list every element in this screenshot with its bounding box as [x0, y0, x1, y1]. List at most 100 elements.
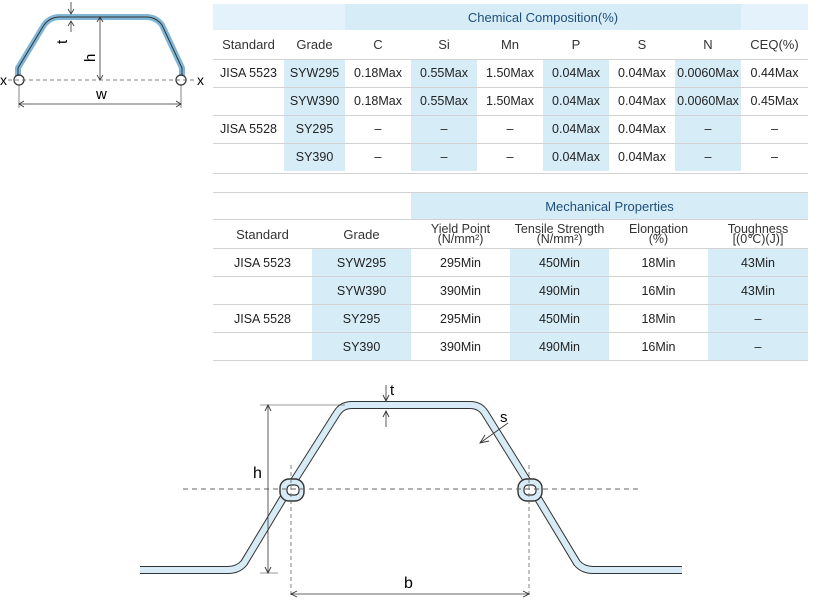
- table-cell: 0.04Max: [543, 59, 609, 88]
- small-label-x-right: x: [197, 72, 204, 88]
- table-cell: JISA 5528: [213, 304, 312, 333]
- table-cell: SYW295: [312, 248, 411, 277]
- small-label-w: w: [95, 86, 107, 103]
- table-cell: –: [708, 304, 808, 333]
- table-cell: [213, 87, 284, 116]
- small-label-t: t: [54, 39, 71, 44]
- table-row: JISA 5528 SY295 – – – 0.04Max 0.04Max – …: [213, 115, 808, 144]
- large-label-s: s: [500, 409, 508, 426]
- table-cell: [213, 143, 284, 171]
- table-row: SYW390 0.18Max 0.55Max 1.50Max 0.04Max 0…: [213, 87, 808, 116]
- chem-header-ceq: CEQ(%): [741, 30, 808, 60]
- table-cell: 450Min: [510, 304, 609, 333]
- table-cell: 1.50Max: [477, 87, 543, 116]
- table-cell: 0.18Max: [345, 59, 411, 88]
- table-cell: 390Min: [411, 276, 510, 305]
- table-cell: SY390: [312, 332, 411, 361]
- mech-header-toughness-line2: [(0℃)(J)]: [732, 232, 784, 246]
- table-cell: 0.04Max: [609, 115, 675, 144]
- mech-header-standard: Standard: [213, 219, 312, 249]
- table-cell: JISA 5528: [213, 115, 284, 144]
- table-cell: 43Min: [708, 248, 808, 277]
- table-cell: 18Min: [609, 304, 708, 333]
- table-cell: 0.04Max: [543, 143, 609, 171]
- table-cell: –: [411, 143, 477, 171]
- table-cell: SYW390: [284, 87, 345, 116]
- table-cell: 0.0060Max: [675, 87, 741, 116]
- mech-header-tensile-line1: Tensile Strength: [514, 222, 605, 236]
- table-cell: 0.04Max: [543, 87, 609, 116]
- chemical-title: Chemical Composition(%): [345, 4, 741, 30]
- large-label-b: b: [404, 575, 413, 592]
- table-cell: 490Min: [510, 276, 609, 305]
- mechanical-properties-table: Mechanical Properties Standard Grade Yie…: [213, 192, 808, 361]
- table-cell: SY295: [284, 115, 345, 144]
- table-row: JISA 5528 SY295 295Min 450Min 18Min –: [213, 304, 808, 333]
- small-label-h: h: [82, 54, 99, 62]
- table-cell: 490Min: [510, 332, 609, 361]
- chem-header-mn: Mn: [477, 30, 543, 60]
- mech-header-elongation-line2: (%): [648, 232, 669, 246]
- mech-header-tensile-line2: (N/mm²): [536, 232, 583, 246]
- table-row: SY390 – – – 0.04Max 0.04Max – –: [213, 143, 808, 171]
- table-row: JISA 5523 SYW295 0.18Max 0.55Max 1.50Max…: [213, 59, 808, 88]
- table-cell: 0.04Max: [609, 87, 675, 116]
- table-cell: 0.55Max: [411, 59, 477, 88]
- mech-header-toughness: Toughness [(0℃)(J)]: [708, 219, 808, 249]
- table-cell: 295Min: [411, 248, 510, 277]
- large-profile-shape: [140, 401, 682, 574]
- large-profile-diagram: t s h b: [140, 382, 682, 598]
- table-row: SY390 390Min 490Min 16Min –: [213, 332, 808, 361]
- table-cell: –: [477, 115, 543, 144]
- mech-header-tensile: Tensile Strength (N/mm²): [510, 219, 609, 249]
- chem-header-si: Si: [411, 30, 477, 60]
- mech-header-yield-line1: Yield Point: [430, 222, 491, 236]
- table-row: SYW390 390Min 490Min 16Min 43Min: [213, 276, 808, 305]
- mech-header-elongation: Elongation (%): [609, 219, 708, 249]
- table-cell: –: [675, 115, 741, 144]
- table-cell: [213, 276, 312, 305]
- table-cell: JISA 5523: [213, 248, 312, 277]
- table-cell: 0.45Max: [741, 87, 808, 116]
- table-cell: –: [741, 115, 808, 144]
- chem-header-c: C: [345, 30, 411, 60]
- table-cell: SYW390: [312, 276, 411, 305]
- chem-bottom-rule: [213, 173, 808, 174]
- mech-header-toughness-line1: Toughness: [727, 222, 789, 236]
- table-cell: –: [506, 150, 514, 165]
- table-cell: –: [345, 115, 411, 144]
- table-cell: [213, 332, 312, 361]
- chem-header-s: S: [609, 30, 675, 60]
- small-label-x-left: x: [0, 72, 7, 88]
- table-cell: JISA 5523: [213, 59, 284, 88]
- table-cell: 43Min: [708, 276, 808, 305]
- large-label-h: h: [253, 465, 262, 482]
- table-row: JISA 5523 SYW295 295Min 450Min 18Min 43M…: [213, 248, 808, 277]
- mech-header-yield-line2: (N/mm²): [437, 232, 484, 246]
- table-cell: SY390: [284, 143, 345, 171]
- mech-header-elongation-line1: Elongation: [628, 222, 689, 236]
- mech-header-yield: Yield Point (N/mm²): [411, 219, 510, 249]
- large-label-t: t: [390, 382, 395, 399]
- table-cell: 18Min: [609, 248, 708, 277]
- chemical-composition-table: Chemical Composition(%) Standard Grade C…: [213, 4, 808, 171]
- small-profile-diagram: t h w x x: [0, 2, 204, 108]
- large-interlock-left: [279, 478, 305, 502]
- table-cell: 1.50Max: [477, 59, 543, 88]
- chem-header-n: N: [675, 30, 741, 60]
- mech-header-grade: Grade: [312, 219, 411, 249]
- table-cell: 0.04Max: [618, 150, 666, 165]
- table-cell: 450Min: [510, 248, 609, 277]
- mechanical-title: Mechanical Properties: [411, 192, 808, 220]
- table-cell: 0.0060Max: [675, 59, 741, 88]
- table-cell: –: [374, 150, 382, 165]
- table-cell: –: [708, 332, 808, 361]
- table-cell: 16Min: [609, 276, 708, 305]
- table-cell: 16Min: [609, 332, 708, 361]
- table-cell: –: [675, 143, 741, 171]
- table-cell: 0.44Max: [741, 59, 808, 88]
- table-cell: –: [411, 115, 477, 144]
- table-cell: 295Min: [411, 304, 510, 333]
- table-cell: SY295: [312, 304, 411, 333]
- table-cell: 0.04Max: [609, 59, 675, 88]
